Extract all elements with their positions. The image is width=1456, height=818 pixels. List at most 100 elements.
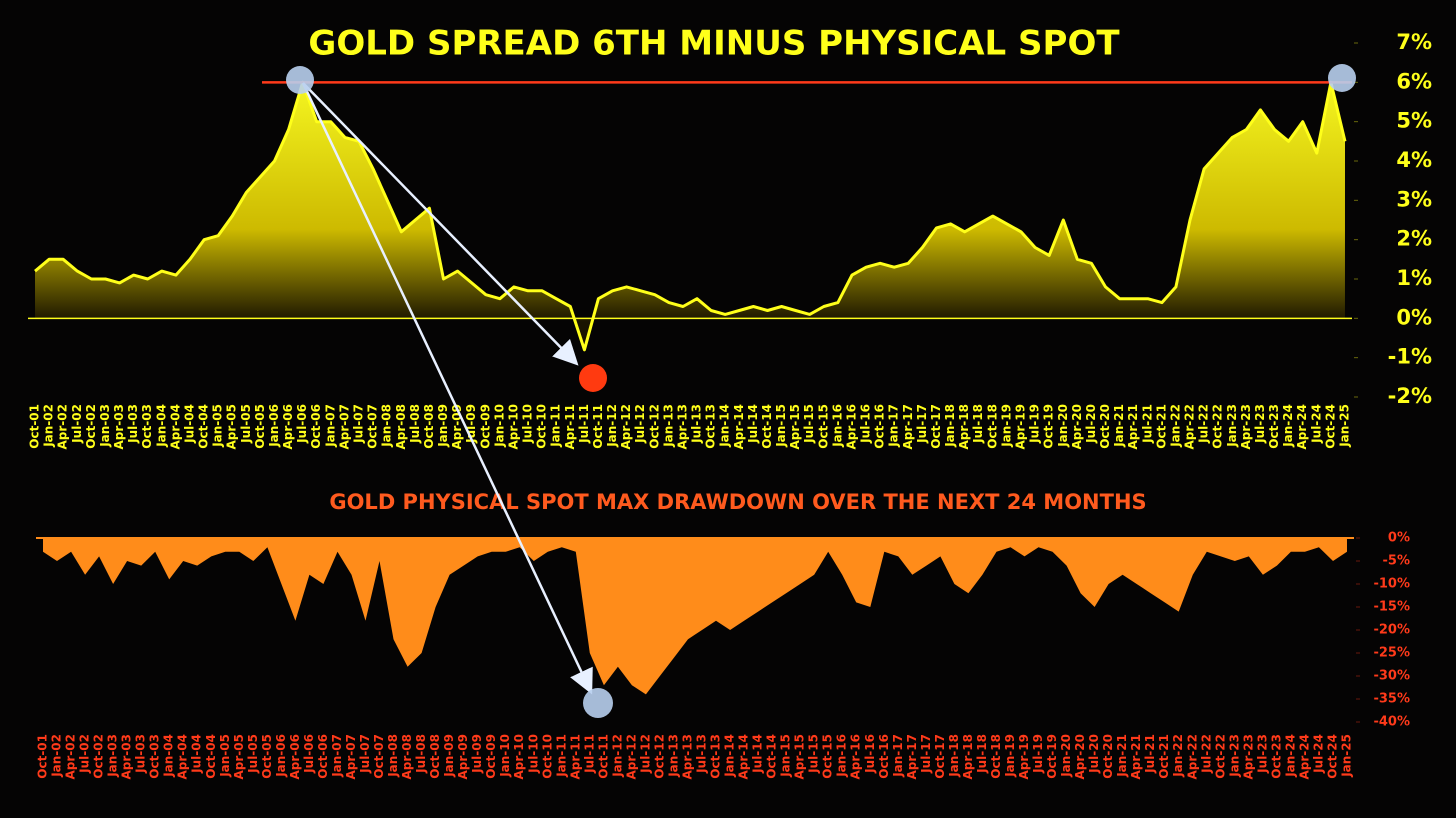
x-tick-label: Jan-05	[218, 734, 232, 778]
y-tick-label: 4%	[1396, 148, 1432, 172]
y-tick-label: 5%	[1396, 109, 1432, 133]
x-tick-label: Jan-13	[661, 404, 675, 448]
x-tick-label: Oct-22	[1211, 404, 1225, 449]
highlight-circle	[286, 66, 314, 94]
x-tick-label: Jul-07	[352, 404, 366, 444]
x-tick-label: Oct-06	[316, 734, 330, 779]
x-tick-label: Oct-24	[1323, 404, 1337, 449]
x-tick-label: Apr-24	[1295, 404, 1309, 449]
y-tick-label: 6%	[1396, 69, 1432, 93]
x-tick-label: Jan-11	[554, 734, 568, 778]
x-tick-label: Apr-09	[456, 734, 470, 779]
x-tick-label: Oct-19	[1042, 404, 1056, 449]
x-tick-label: Apr-19	[1014, 404, 1028, 449]
x-tick-label: Apr-17	[905, 734, 919, 779]
x-tick-label: Jul-04	[190, 734, 204, 774]
x-tick-label: Oct-01	[36, 734, 50, 779]
x-tick-label: Jan-24	[1283, 734, 1297, 778]
x-tick-label: Apr-12	[619, 404, 633, 449]
x-tick-label: Jul-17	[915, 404, 929, 444]
x-tick-label: Jul-13	[695, 734, 709, 774]
x-tick-label: Oct-08	[422, 404, 436, 449]
x-tick-label: Jan-02	[42, 404, 56, 448]
x-tick-label: Jan-04	[162, 734, 176, 778]
x-tick-label: Apr-14	[732, 404, 746, 449]
x-tick-label: Jan-10	[498, 734, 512, 778]
x-tick-label: Oct-02	[92, 734, 106, 779]
plots: 7%6%5%4%3%2%1%0%-1%-2%Oct-01 Jan-02 Apr-02…	[28, 30, 1432, 779]
x-tick-label: Apr-10	[506, 404, 520, 449]
x-tick-label: Apr-21	[1129, 734, 1143, 779]
x-tick-label: Jul-07	[358, 734, 372, 774]
x-tick-label: Oct-10	[540, 734, 554, 779]
x-tick-label: Jan-02	[50, 734, 64, 778]
x-tick-label: Jan-15	[779, 734, 793, 778]
x-tick-label: Apr-03	[112, 404, 126, 449]
x-tick-label: Jan-22	[1171, 734, 1185, 778]
chart-title: GOLD SPREAD 6TH MINUS PHYSICAL SPOT	[308, 24, 1120, 64]
x-tick-label: Jan-10	[492, 404, 506, 448]
x-tick-label: Jul-15	[802, 404, 816, 444]
x-tick-label: Apr-08	[394, 404, 408, 449]
x-tick-label: Jul-22	[1197, 404, 1211, 444]
x-tick-label: Oct-07	[372, 734, 386, 779]
x-tick-label: Apr-07	[344, 734, 358, 779]
x-tick-label: Jan-23	[1227, 734, 1241, 778]
x-tick-label: Jul-23	[1255, 734, 1269, 774]
y-tick-label: -1%	[1388, 345, 1432, 369]
y-tick-label: -35%	[1373, 692, 1410, 707]
x-tick-label: Oct-14	[765, 734, 779, 779]
y-tick-label: -20%	[1373, 623, 1410, 638]
x-tick-label: Jan-12	[610, 734, 624, 778]
x-tick-label: Jul-21	[1143, 734, 1157, 774]
x-tick-label: Jul-18	[975, 734, 989, 774]
area	[43, 538, 1347, 695]
x-tick-label: Oct-10	[535, 404, 549, 449]
annotations	[286, 64, 1356, 718]
x-tick-label: Jan-23	[1225, 404, 1239, 448]
x-tick-label: Jul-11	[582, 734, 596, 774]
highlight-circle	[579, 364, 607, 392]
x-tick-label: Apr-06	[288, 734, 302, 779]
x-tick-label: Oct-16	[873, 404, 887, 449]
y-tick-label: -2%	[1388, 384, 1432, 408]
x-tick-label: Apr-16	[849, 734, 863, 779]
x-tick-label: Jul-12	[638, 734, 652, 774]
x-tick-label: Jul-20	[1087, 734, 1101, 774]
x-tick-label: Jan-16	[830, 404, 844, 448]
x-tick-label: Oct-11	[596, 734, 610, 779]
x-tick-label: Jul-08	[414, 734, 428, 774]
x-tick-label: Apr-18	[961, 734, 975, 779]
x-tick-label: Jan-13	[666, 734, 680, 778]
x-tick-label: Jan-16	[835, 734, 849, 778]
x-tick-label: Apr-18	[957, 404, 971, 449]
y-tick-label: -25%	[1373, 646, 1410, 661]
x-tick-label: Apr-10	[512, 734, 526, 779]
x-tick-label: Apr-11	[568, 734, 582, 779]
x-tick-label: Jan-21	[1115, 734, 1129, 778]
x-tick-label: Oct-04	[197, 404, 211, 449]
highlight-circle	[583, 688, 613, 718]
x-tick-label: Oct-02	[84, 404, 98, 449]
x-tick-label: Jul-21	[1140, 404, 1154, 444]
x-tick-label: Apr-03	[120, 734, 134, 779]
x-tick-label: Oct-21	[1154, 404, 1168, 449]
x-tick-label: Jan-07	[330, 734, 344, 778]
x-tick-label: Jan-20	[1059, 734, 1073, 778]
x-tick-label: Oct-16	[877, 734, 891, 779]
x-tick-label: Jan-03	[106, 734, 120, 778]
x-tick-label: Jul-03	[126, 404, 140, 444]
x-tick-label: Jan-04	[154, 404, 168, 448]
x-tick-label: Apr-02	[56, 404, 70, 449]
arrow	[302, 82, 579, 366]
x-tick-label: Oct-03	[140, 404, 154, 449]
x-tick-label: Jul-03	[134, 734, 148, 774]
x-tick-label: Jul-08	[408, 404, 422, 444]
x-tick-label: Oct-20	[1098, 404, 1112, 449]
x-tick-label: Jul-14	[746, 404, 760, 444]
x-tick-label: Oct-12	[652, 734, 666, 779]
x-tick-label: Jul-05	[246, 734, 260, 774]
x-tick-label: Jul-11	[577, 404, 591, 444]
x-tick-label: Jul-04	[182, 404, 196, 444]
